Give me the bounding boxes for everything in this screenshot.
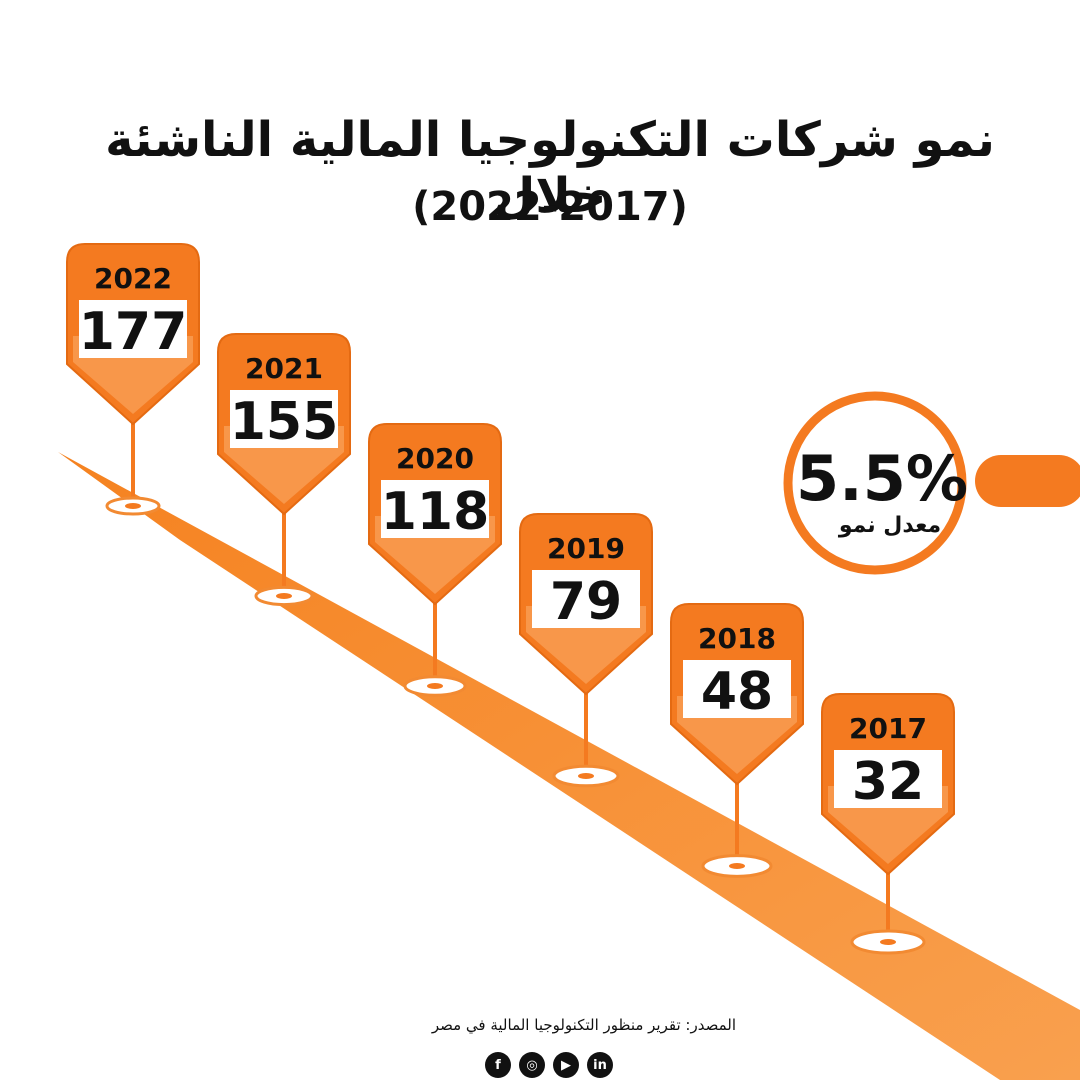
year-label: 2022 [94, 262, 172, 295]
social-links: f ◎ ▶ in [485, 1052, 613, 1078]
year-label: 2021 [245, 352, 323, 385]
year-label: 2017 [849, 712, 927, 745]
facebook-icon[interactable]: f [485, 1052, 511, 1078]
year-marker: 2019 79 [519, 513, 653, 788]
year-marker: 2022 177 [66, 243, 200, 516]
value-box [381, 480, 489, 538]
value-box [683, 660, 791, 718]
value-label: 118 [381, 482, 490, 542]
year-label: 2020 [396, 442, 474, 475]
growth-rate-value: 5.5% [796, 442, 968, 515]
year-marker: 2018 48 [670, 603, 804, 878]
chart-title-line1: نمو شركات التكنولوجيا المالية الناشئة خل… [105, 112, 995, 224]
timeline-road [58, 452, 1080, 1080]
value-box [834, 750, 942, 808]
chart-title-line2: (2022-2017) [412, 184, 688, 230]
year-marker: 2017 32 [821, 693, 955, 955]
source-note: المصدر: تقرير منظور التكنولوجيا المالية … [431, 1016, 736, 1034]
value-box [230, 390, 338, 448]
value-box [532, 570, 640, 628]
value-label: 32 [852, 752, 924, 812]
value-label: 79 [550, 572, 622, 632]
growth-rate-badge: 5.5% معدل نمو [783, 391, 1080, 575]
value-label: 155 [230, 392, 339, 452]
year-label: 2019 [547, 532, 625, 565]
linkedin-icon[interactable]: in [587, 1052, 613, 1078]
growth-rate-label: معدل نمو [838, 513, 941, 538]
value-label: 177 [79, 302, 188, 362]
instagram-icon[interactable]: ◎ [519, 1052, 545, 1078]
youtube-icon[interactable]: ▶ [553, 1052, 579, 1078]
value-label: 48 [701, 662, 773, 722]
year-marker: 2020 118 [368, 423, 502, 697]
year-markers: 2022 177 2021 155 2020 118 2019 79 2018 48 2017 32 [66, 243, 955, 955]
year-label: 2018 [698, 622, 776, 655]
value-box [79, 300, 187, 358]
year-marker: 2021 155 [217, 333, 351, 607]
